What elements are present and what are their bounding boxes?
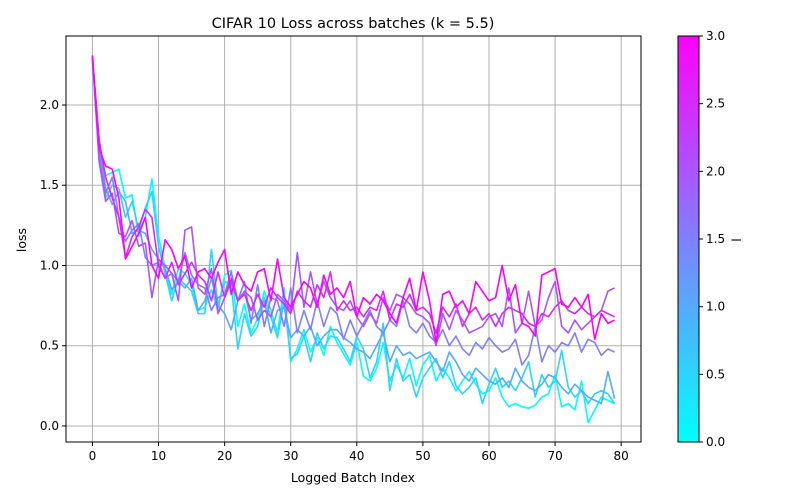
plot-frame (65, 35, 642, 443)
colorbar-tick-label: 3.0 (706, 29, 725, 43)
colorbar-tick-label: 2.5 (706, 97, 725, 111)
x-tick-label: 10 (151, 449, 166, 463)
colorbar-tick-label: 1.5 (706, 232, 725, 246)
x-tick-label: 50 (415, 449, 430, 463)
colorbar-tick-label: 0.0 (706, 435, 725, 449)
colorbar-tick-label: 0.5 (706, 367, 725, 381)
y-tick-label: 1.5 (40, 178, 59, 192)
series-layer (91, 55, 616, 424)
x-tick-label: 0 (89, 449, 97, 463)
series-line-l-0 (91, 56, 615, 424)
colorbar-tick-label: 2.0 (706, 164, 725, 178)
y-tick-label: 0.5 (40, 339, 59, 353)
x-tick-label: 60 (481, 449, 496, 463)
x-axis-label: Logged Batch Index (291, 470, 415, 485)
chart-title: CIFAR 10 Loss across batches (k = 5.5) (212, 16, 495, 32)
y-axis-ticks: 0.0 0.5 1.0 1.5 2.0 (40, 98, 66, 433)
colorbar-label: l (729, 238, 744, 241)
y-axis-label: loss (14, 228, 29, 252)
y-tick-label: 1.0 (40, 258, 59, 272)
x-tick-label: 80 (614, 449, 629, 463)
series-line-l-2.5 (91, 56, 615, 334)
x-tick-label: 40 (349, 449, 364, 463)
series-line-l-1.5 (91, 60, 615, 366)
y-tick-label: 2.0 (40, 98, 59, 112)
x-tick-label: 20 (217, 449, 232, 463)
x-axis-ticks: 0 10 20 30 40 50 60 70 80 (89, 442, 629, 463)
plot-area (66, 36, 641, 442)
x-tick-label: 70 (547, 449, 562, 463)
series-line-l-3 (91, 55, 615, 344)
y-tick-label: 0.0 (40, 419, 59, 433)
colorbar-tick-label: 1.0 (706, 300, 725, 314)
colorbar-ticks: 0.0 0.5 1.0 1.5 2.0 2.5 3.0 (699, 29, 725, 449)
x-tick-label: 30 (283, 449, 298, 463)
colorbar (677, 35, 700, 443)
